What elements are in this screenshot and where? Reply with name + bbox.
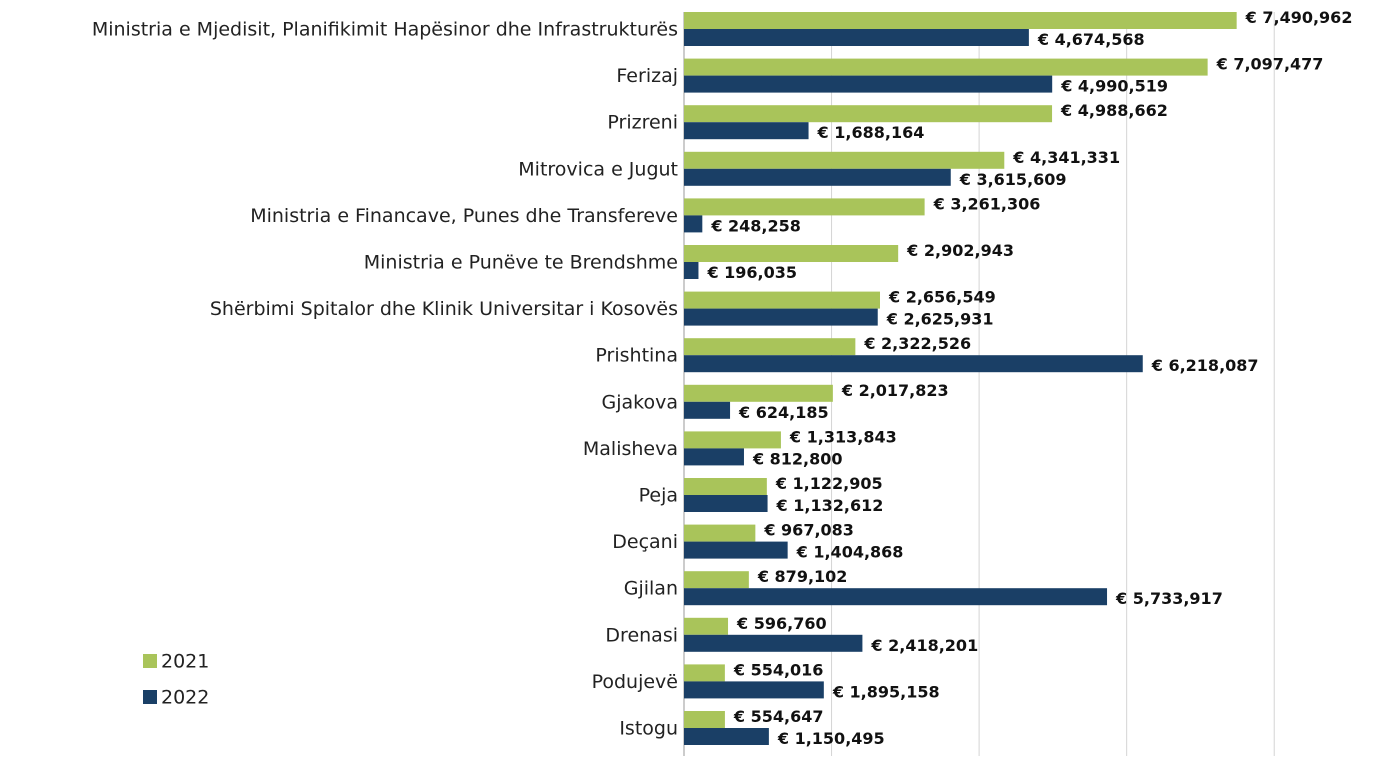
value-label: € 6,218,087 bbox=[1151, 356, 1259, 375]
bar bbox=[684, 384, 833, 402]
value-label: € 1,688,164 bbox=[817, 123, 925, 142]
bar bbox=[684, 448, 744, 466]
bar bbox=[684, 338, 856, 356]
value-label: € 812,800 bbox=[752, 449, 843, 468]
value-label: € 967,083 bbox=[763, 521, 854, 540]
value-label: € 1,122,905 bbox=[775, 474, 883, 493]
bar bbox=[684, 245, 899, 262]
bar bbox=[684, 728, 769, 745]
bar bbox=[684, 168, 951, 186]
value-label: € 879,102 bbox=[757, 567, 848, 586]
value-label: € 196,035 bbox=[706, 263, 797, 282]
bar bbox=[684, 664, 725, 682]
bar bbox=[684, 75, 1053, 93]
value-label: € 2,322,526 bbox=[863, 334, 971, 353]
bar bbox=[684, 58, 1208, 76]
bar bbox=[684, 681, 824, 699]
value-label: € 554,647 bbox=[733, 707, 824, 726]
value-label: € 4,341,331 bbox=[1012, 148, 1120, 167]
legend-swatch bbox=[143, 690, 157, 704]
legend-label: 2021 bbox=[161, 651, 209, 673]
category-label: Ministria e Punëve te Brendshme bbox=[364, 252, 678, 274]
value-label: € 2,902,943 bbox=[906, 241, 1014, 260]
value-label: € 2,625,931 bbox=[886, 310, 994, 329]
category-label: Prizreni bbox=[607, 112, 678, 134]
bar bbox=[684, 431, 781, 449]
value-label: € 1,313,843 bbox=[789, 427, 897, 446]
bar bbox=[684, 151, 1005, 169]
bar bbox=[684, 308, 878, 326]
value-label: € 4,988,662 bbox=[1060, 101, 1168, 120]
value-label: € 1,150,495 bbox=[777, 729, 885, 748]
bar bbox=[684, 12, 1237, 29]
bar bbox=[684, 571, 749, 589]
category-label: Gjilan bbox=[624, 578, 678, 600]
value-label: € 7,490,962 bbox=[1245, 8, 1353, 27]
bar bbox=[684, 588, 1108, 606]
legend-swatch bbox=[143, 654, 157, 668]
value-label: € 4,674,568 bbox=[1037, 30, 1145, 49]
category-label: Podujevë bbox=[592, 671, 678, 693]
category-label: Gjakova bbox=[602, 391, 678, 413]
bar bbox=[684, 617, 729, 635]
legend-label: 2022 bbox=[161, 687, 209, 709]
bar bbox=[684, 355, 1143, 373]
value-label: € 248,258 bbox=[710, 216, 801, 235]
value-label: € 2,656,549 bbox=[888, 288, 996, 307]
value-label: € 1,895,158 bbox=[832, 682, 940, 701]
category-label: Ferizaj bbox=[616, 65, 678, 87]
category-label: Drenasi bbox=[605, 624, 678, 646]
value-label: € 7,097,477 bbox=[1216, 55, 1324, 74]
category-label: Shërbimi Spitalor dhe Klinik Universitar… bbox=[210, 298, 678, 320]
value-label: € 1,404,868 bbox=[796, 543, 904, 562]
value-label: € 2,418,201 bbox=[870, 636, 978, 655]
value-label: € 3,261,306 bbox=[933, 194, 1041, 213]
value-label: € 554,016 bbox=[733, 660, 824, 679]
category-label: Mitrovica e Jugut bbox=[518, 158, 678, 180]
value-label: € 5,733,917 bbox=[1115, 589, 1223, 608]
bar bbox=[684, 711, 725, 728]
bar bbox=[684, 524, 756, 542]
category-label: Deçani bbox=[612, 531, 678, 553]
bar bbox=[684, 401, 731, 419]
bar bbox=[684, 215, 703, 233]
category-label: Istogu bbox=[619, 718, 678, 740]
bar bbox=[684, 122, 809, 140]
category-label: Ministria e Financave, Punes dhe Transfe… bbox=[250, 205, 678, 227]
category-label: Ministria e Mjedisit, Planifikimit Hapës… bbox=[92, 19, 678, 41]
bar bbox=[684, 105, 1053, 123]
bar bbox=[684, 478, 767, 495]
bar bbox=[684, 262, 699, 279]
value-label: € 1,132,612 bbox=[776, 496, 884, 515]
bar bbox=[684, 634, 863, 652]
category-label: Peja bbox=[639, 485, 678, 507]
bar bbox=[684, 29, 1029, 46]
value-label: € 624,185 bbox=[738, 403, 829, 422]
value-label: € 3,615,609 bbox=[959, 170, 1067, 189]
bar bbox=[684, 291, 880, 309]
bar bbox=[684, 541, 788, 559]
bar bbox=[684, 495, 768, 512]
category-label: Malisheva bbox=[583, 438, 678, 460]
value-label: € 4,990,519 bbox=[1060, 77, 1168, 96]
category-label: Prishtina bbox=[595, 345, 678, 367]
bar bbox=[684, 198, 925, 216]
value-label: € 2,017,823 bbox=[841, 381, 949, 400]
value-label: € 596,760 bbox=[736, 614, 827, 633]
